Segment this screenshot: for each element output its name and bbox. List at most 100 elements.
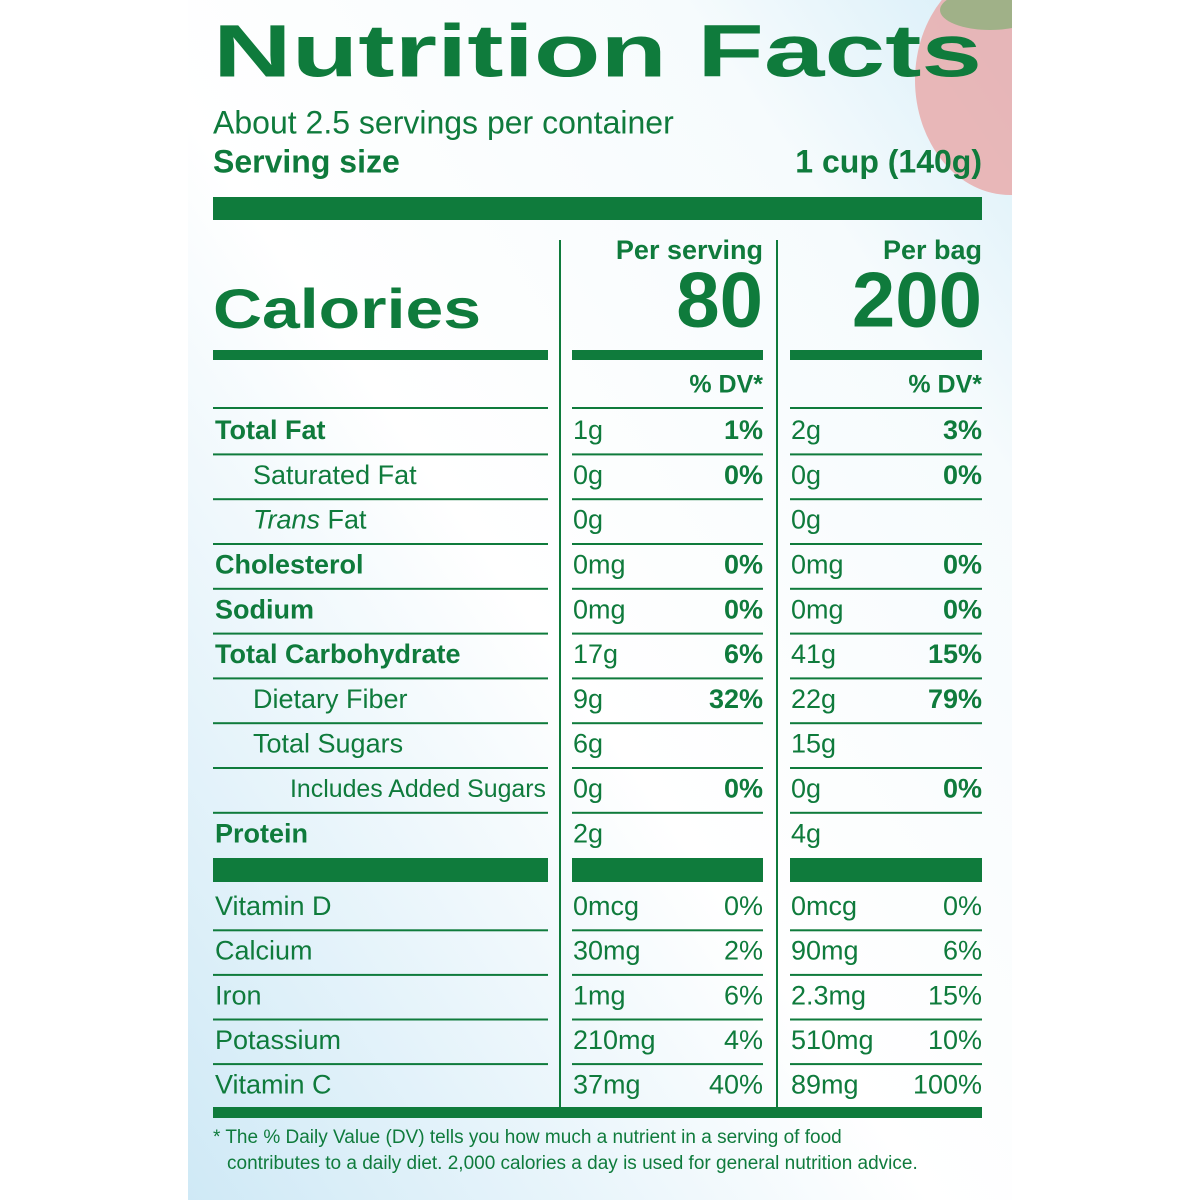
row-rule <box>790 543 982 545</box>
row-rule <box>213 677 548 680</box>
daily-value: 79% <box>928 684 982 714</box>
amount: 4g <box>791 818 821 848</box>
row-rule <box>572 350 763 360</box>
nutrient-label: Total Fat <box>215 415 326 445</box>
row-rule <box>572 407 763 409</box>
nutrient-label: Trans Fat <box>253 505 367 535</box>
amount: 0mg <box>791 594 844 624</box>
row-rule <box>213 543 548 545</box>
dv-heading: % DV* <box>908 371 982 399</box>
row-rule <box>790 350 982 360</box>
row-rule <box>790 767 982 769</box>
daily-value: 3% <box>943 415 982 445</box>
daily-value: 0% <box>943 774 982 804</box>
amount: 2g <box>791 415 821 445</box>
row-rule <box>213 722 548 725</box>
row-rule <box>790 453 982 456</box>
amount: 6g <box>573 729 603 759</box>
row-rule <box>790 587 982 590</box>
row-rule <box>213 498 548 501</box>
nutrient-label: Calcium <box>215 936 313 966</box>
amount: 0g <box>573 774 603 804</box>
nutrient-label: Total Carbohydrate <box>215 639 461 669</box>
serving-size-label: Serving size <box>213 143 400 179</box>
daily-value: 0% <box>724 891 763 921</box>
row-rule <box>572 632 763 635</box>
amount: 89mg <box>791 1070 859 1100</box>
row-rule <box>572 722 763 725</box>
daily-value: 6% <box>724 639 763 669</box>
amount: 0g <box>791 460 821 490</box>
row-rule <box>572 1018 763 1021</box>
footnote: * The % Daily Value (DV) tells you how m… <box>213 1127 842 1148</box>
row-rule <box>572 1063 763 1066</box>
daily-value: 4% <box>724 1025 763 1055</box>
daily-value: 6% <box>943 936 982 966</box>
amount: 210mg <box>573 1025 656 1055</box>
amount: 9g <box>573 684 603 714</box>
daily-value: 0% <box>943 460 982 490</box>
strawberry <box>915 0 1012 195</box>
amount: 0g <box>791 774 821 804</box>
daily-value: 15% <box>928 980 982 1010</box>
amount: 0g <box>573 460 603 490</box>
serving-size: 1 cup (140g) <box>795 143 982 179</box>
amount: 17g <box>573 639 618 669</box>
column-heading: Per bag <box>883 235 982 265</box>
thick-rule <box>213 197 982 220</box>
column-heading: Per serving <box>616 235 763 265</box>
nutrient-label: Dietary Fiber <box>253 684 408 714</box>
row-rule <box>213 1063 548 1066</box>
daily-value: 32% <box>709 684 763 714</box>
amount: 37mg <box>573 1070 641 1100</box>
row-rule <box>213 453 548 456</box>
row-rule <box>572 587 763 590</box>
amount: 0g <box>573 505 603 535</box>
row-rule <box>213 407 548 409</box>
nutrient-label: Potassium <box>215 1025 341 1055</box>
calories-label: Calories <box>213 277 481 340</box>
row-rule <box>790 973 982 976</box>
amount: 22g <box>791 684 836 714</box>
amount: 0mg <box>573 550 626 580</box>
nutrient-label: Total Sugars <box>253 729 403 759</box>
dv-heading: % DV* <box>689 371 763 399</box>
bottom-rule <box>213 1107 982 1118</box>
row-rule <box>213 811 548 814</box>
daily-value: 0% <box>724 774 763 804</box>
row-rule <box>790 632 982 635</box>
row-rule <box>572 677 763 680</box>
row-rule <box>213 632 548 635</box>
daily-value: 0% <box>724 460 763 490</box>
daily-value: 0% <box>724 550 763 580</box>
daily-value: 15% <box>928 639 982 669</box>
row-rule <box>572 543 763 545</box>
amount: 0g <box>791 505 821 535</box>
daily-value: 10% <box>928 1025 982 1055</box>
amount: 0mcg <box>791 891 857 921</box>
row-rule <box>790 677 982 680</box>
amount: 2.3mg <box>791 980 866 1010</box>
amount: 0mg <box>791 550 844 580</box>
nutrient-label: Saturated Fat <box>253 460 417 490</box>
row-rule <box>790 858 982 882</box>
amount: 30mg <box>573 936 641 966</box>
row-rule <box>572 767 763 769</box>
row-rule <box>572 858 763 882</box>
row-rule <box>213 350 548 360</box>
label-italic: Trans <box>253 505 320 535</box>
daily-value: 0% <box>943 550 982 580</box>
nutrient-label: Protein <box>215 818 308 848</box>
row-rule <box>790 811 982 814</box>
nutrient-label: Vitamin C <box>215 1070 332 1100</box>
amount: 90mg <box>791 936 859 966</box>
nutrient-label: Cholesterol <box>215 550 364 580</box>
row-rule <box>790 1063 982 1066</box>
nutrient-label: Vitamin D <box>215 891 332 921</box>
title: Nutrition Facts <box>213 10 982 93</box>
row-rule <box>790 498 982 501</box>
nutrient-label: Iron <box>215 980 262 1010</box>
amount: 2g <box>573 818 603 848</box>
servings-per-container: About 2.5 servings per container <box>213 104 674 140</box>
